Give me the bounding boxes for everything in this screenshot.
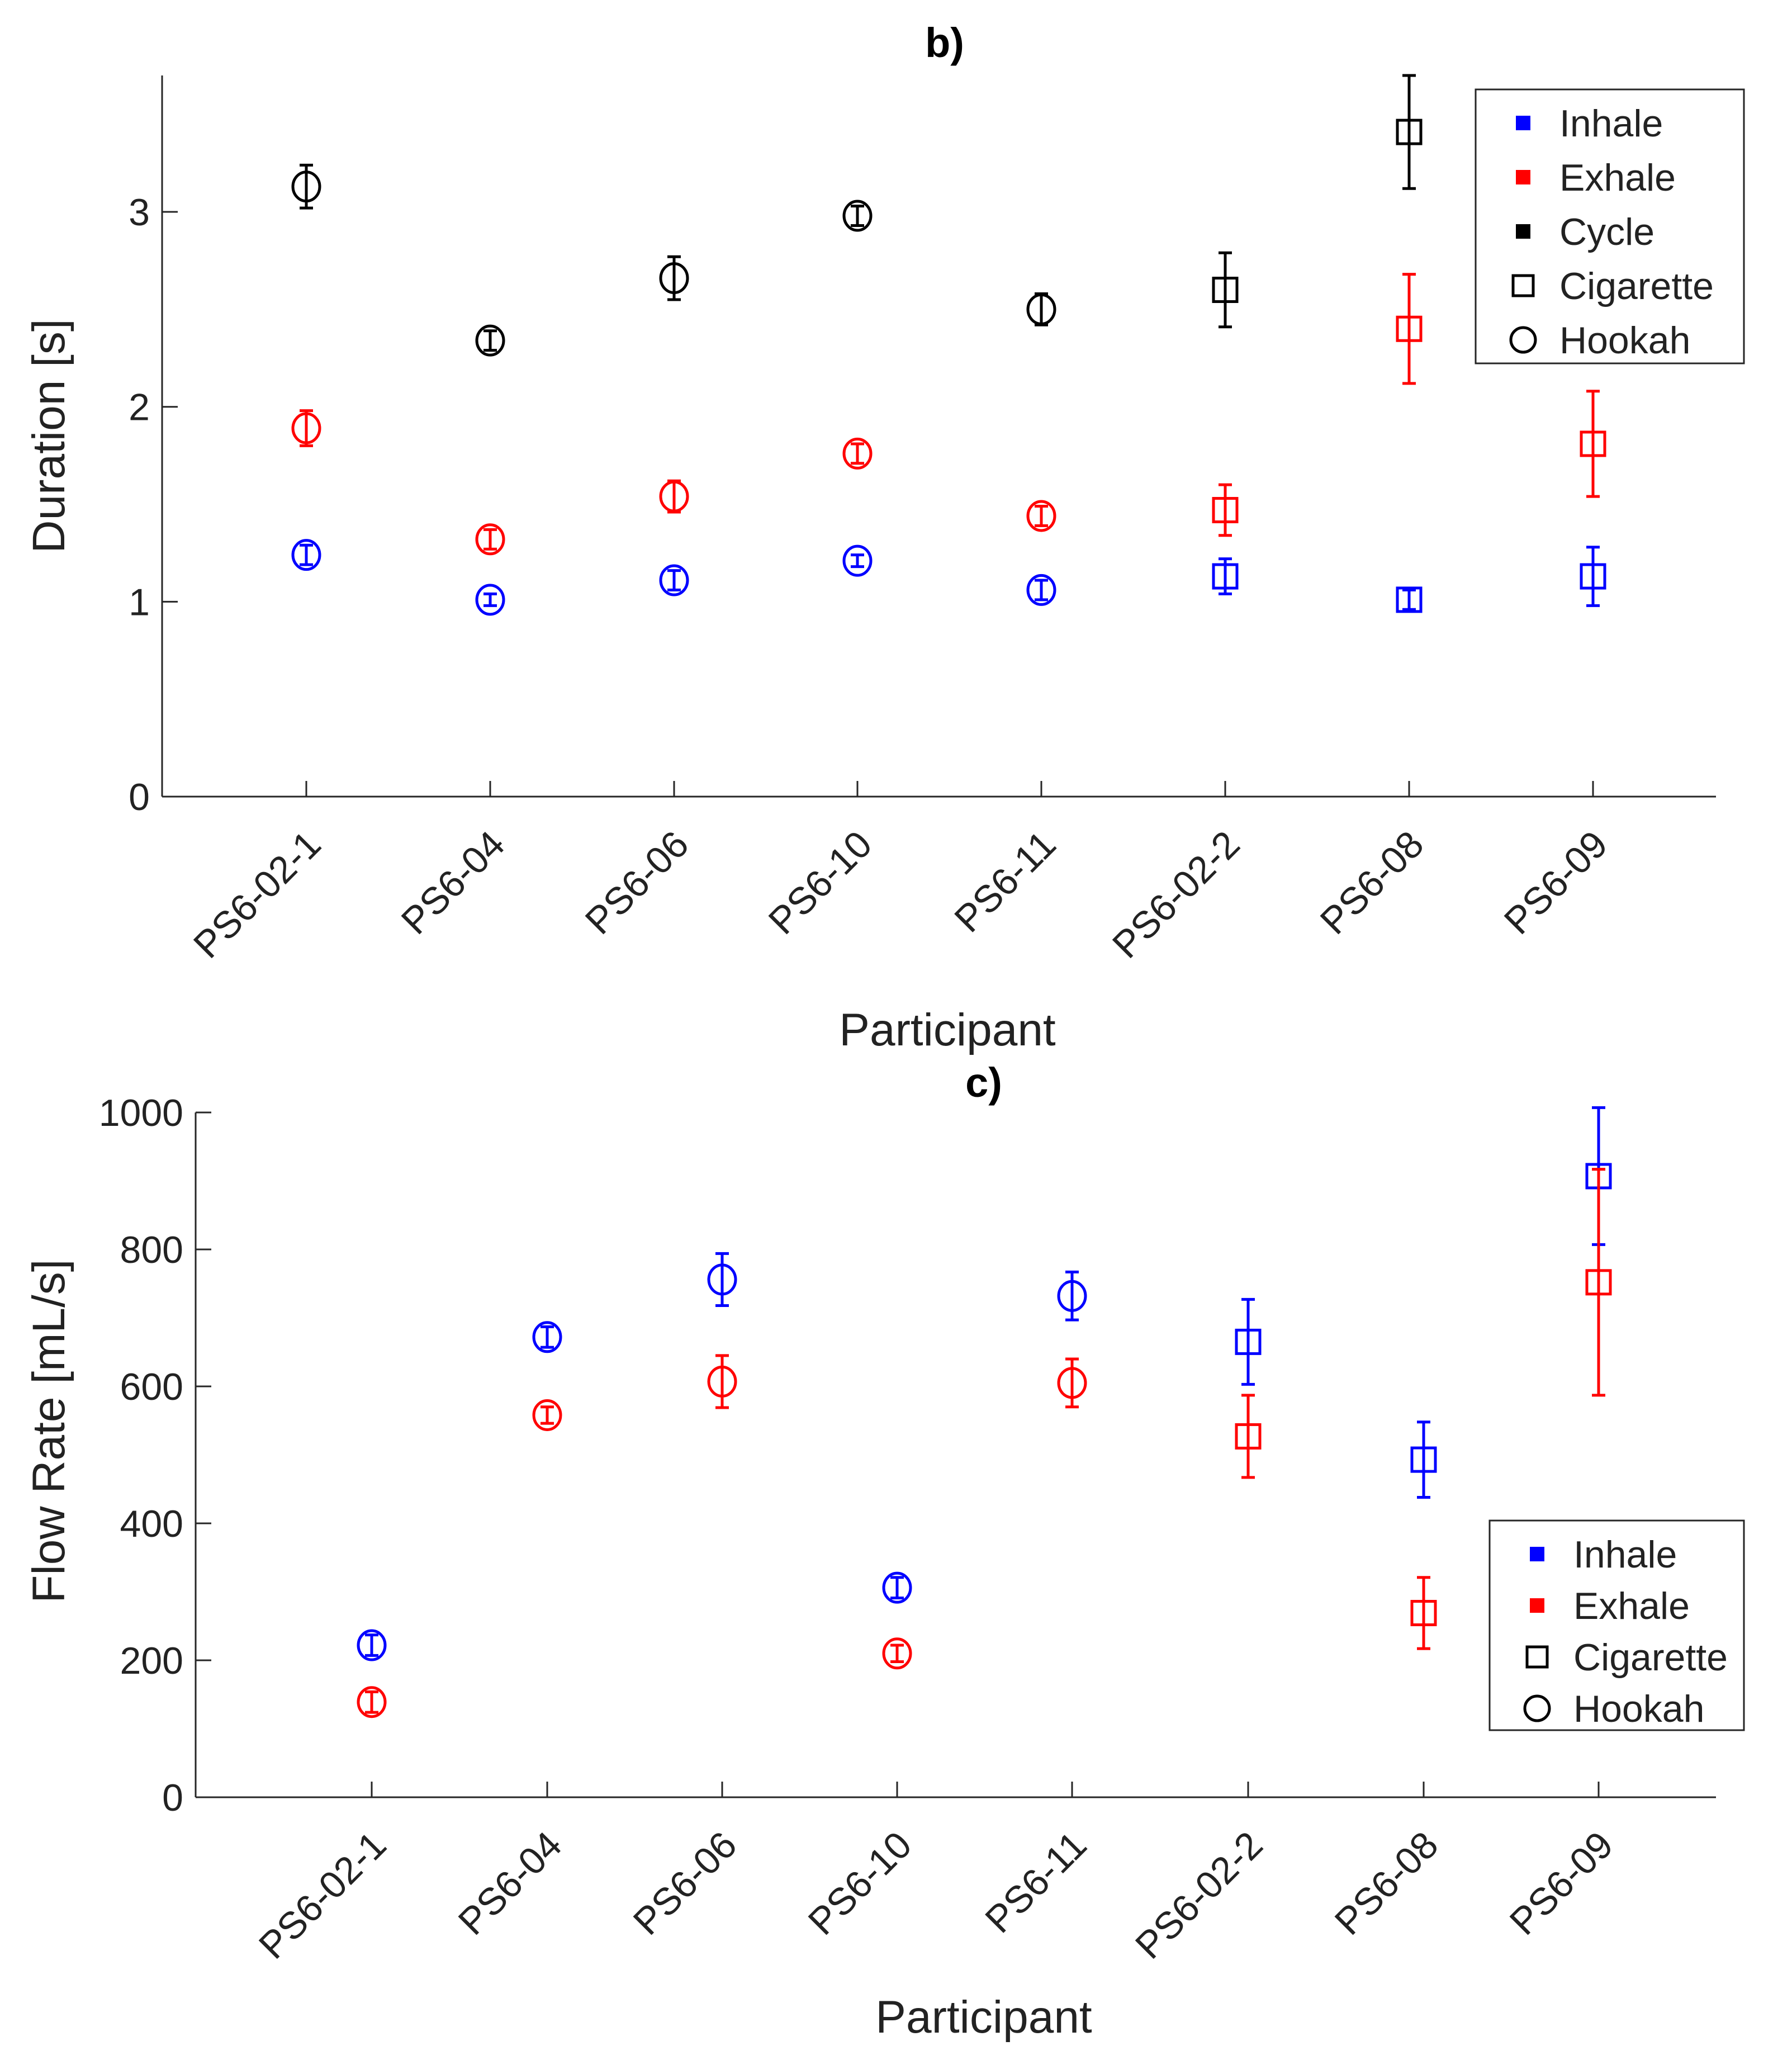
data-point-circle (842, 437, 873, 470)
legend-marker (1516, 116, 1530, 130)
legend-marker (1516, 170, 1530, 184)
legend-marker (1530, 1598, 1544, 1613)
data-point-circle (659, 480, 689, 513)
data-point-square (1410, 1446, 1437, 1473)
y-tick-label: 1000 (99, 1092, 183, 1134)
data-point-circle (357, 1629, 387, 1661)
data-point-circle (475, 523, 505, 556)
data-point-circle (882, 1637, 912, 1670)
x-tick-label: PS6-09 (1501, 1824, 1621, 1943)
data-point-circle (475, 324, 505, 357)
x-tick-label: PS6-06 (577, 823, 696, 943)
data-point-circle (532, 1321, 562, 1353)
y-tick-label: 200 (120, 1640, 183, 1682)
x-tick-label: PS6-04 (393, 823, 513, 943)
y-tick-label: 1 (129, 581, 150, 623)
chart-flow-rate: c) 0 200 400 600 800 1000 PS6-02-1 PS6-04 PS6-06… (23, 1059, 1745, 2043)
data-point-square (1235, 1328, 1262, 1355)
legend-label: Inhale (1559, 102, 1663, 145)
data-point-square (1396, 586, 1423, 613)
legend-label: Exhale (1559, 157, 1676, 199)
data-point-circle (1057, 1280, 1087, 1312)
chart-title: c) (965, 1059, 1002, 1106)
y-tick-label: 600 (120, 1366, 183, 1408)
data-point-circle (291, 171, 321, 203)
data-marks (357, 1106, 1612, 1718)
data-point-circle (707, 1263, 737, 1296)
legend-marker (1523, 1694, 1551, 1722)
y-tick-label: 2 (129, 386, 150, 429)
legend-label: Cigarette (1559, 265, 1714, 307)
x-tick-label: PS6-06 (625, 1824, 745, 1943)
data-point-square (1580, 563, 1606, 590)
data-point-circle (659, 564, 689, 596)
data-point-square (1396, 315, 1423, 342)
data-point-square (1585, 1269, 1612, 1296)
x-tick-label: PS6-11 (977, 1824, 1095, 1941)
data-point-square (1396, 119, 1423, 145)
legend-label: Cigarette (1573, 1636, 1728, 1679)
y-tick-label: 0 (129, 776, 150, 818)
y-axis-label: Flow Rate [mL/s] (23, 1259, 74, 1603)
y-axis-label: Duration [s] (23, 319, 74, 553)
data-point-circle (842, 200, 873, 232)
data-point-circle (707, 1365, 737, 1398)
legend-label: Hookah (1559, 319, 1690, 362)
x-tick-label: PS6-02-1 (251, 1824, 395, 1967)
data-point-circle (659, 262, 689, 295)
legend-marker (1511, 274, 1535, 297)
legend-label: Inhale (1573, 1533, 1677, 1576)
data-point-circle (882, 1571, 912, 1604)
data-point-square (1410, 1599, 1437, 1626)
x-tick-label: PS6-10 (760, 823, 880, 943)
data-marks (291, 74, 1606, 616)
x-axis-label: Participant (875, 1992, 1092, 2043)
ticks: 0 200 400 600 800 1000 PS6-02-1 PS6-04 PS6-06 PS6… (99, 1092, 1622, 1967)
x-tick-label: PS6-02-1 (186, 823, 329, 967)
data-point-circle (1057, 1367, 1087, 1399)
y-tick-label: 800 (120, 1229, 183, 1271)
y-tick-label: 400 (120, 1503, 183, 1545)
legend-label: Cycle (1559, 211, 1654, 253)
x-tick-label: PS6-08 (1326, 1824, 1446, 1943)
y-tick-label: 0 (162, 1777, 183, 1819)
data-point-square (1580, 430, 1606, 457)
x-tick-label: PS6-02-2 (1127, 1824, 1271, 1967)
legend-label: Hookah (1573, 1688, 1704, 1730)
chart-duration: b) 0 1 2 3 PS6-02-1 PS6-04 PS6-06 PS6-10 PS6-11 P… (23, 20, 1745, 1055)
data-point-square (1212, 496, 1239, 523)
legend-marker (1530, 1547, 1544, 1561)
legend-marker (1509, 326, 1537, 354)
data-point-circle (475, 584, 505, 616)
axes (195, 1112, 1716, 1798)
data-point-square (1212, 563, 1239, 590)
axes (161, 75, 1716, 798)
data-point-circle (842, 544, 873, 577)
x-tick-label: PS6-09 (1496, 823, 1615, 943)
x-tick-label: PS6-10 (800, 1824, 919, 1943)
x-tick-label: PS6-11 (946, 823, 1064, 941)
x-axis-label: Participant (839, 1005, 1056, 1055)
x-tick-label: PS6-04 (450, 1824, 570, 1943)
x-tick-label: PS6-08 (1312, 823, 1431, 943)
data-point-circle (532, 1399, 562, 1431)
legend: Inhale Exhale Cycle Cigarette Hookah (1475, 88, 1745, 364)
data-point-square (1212, 277, 1239, 304)
data-point-circle (1026, 500, 1056, 532)
legend-marker (1525, 1645, 1549, 1669)
ticks: 0 1 2 3 PS6-02-1 PS6-04 PS6-06 PS6-10 PS6-11 PS6-… (129, 191, 1615, 967)
data-point-circle (357, 1686, 387, 1718)
legend-label: Exhale (1573, 1585, 1690, 1627)
x-tick-label: PS6-02-2 (1104, 823, 1248, 967)
legend-marker (1516, 224, 1530, 239)
legend: Inhale Exhale Cigarette Hookah (1488, 1519, 1745, 1731)
y-tick-label: 3 (129, 191, 150, 234)
data-point-square (1235, 1423, 1262, 1450)
data-point-circle (291, 412, 321, 444)
data-point-circle (1026, 574, 1056, 606)
chart-title: b) (925, 20, 964, 66)
data-point-circle (291, 539, 321, 571)
data-point-circle (1026, 293, 1056, 325)
